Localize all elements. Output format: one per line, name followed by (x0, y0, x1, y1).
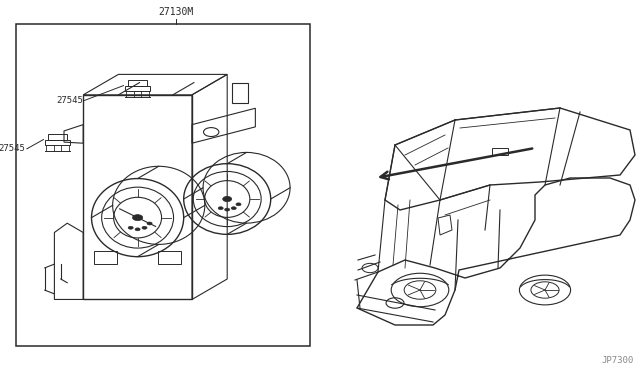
Circle shape (225, 208, 230, 211)
Circle shape (135, 228, 140, 231)
Circle shape (236, 203, 241, 206)
Text: 27130M: 27130M (158, 7, 194, 17)
Circle shape (142, 226, 147, 229)
Text: 27545: 27545 (56, 96, 83, 105)
Circle shape (128, 226, 133, 229)
Text: JP7300: JP7300 (602, 356, 634, 365)
Circle shape (231, 207, 236, 210)
Circle shape (132, 215, 143, 221)
Circle shape (147, 222, 152, 225)
Circle shape (218, 207, 223, 210)
Circle shape (223, 196, 232, 202)
Bar (492, 148, 508, 155)
Bar (16, 24, 310, 346)
Text: 27545: 27545 (0, 144, 26, 153)
